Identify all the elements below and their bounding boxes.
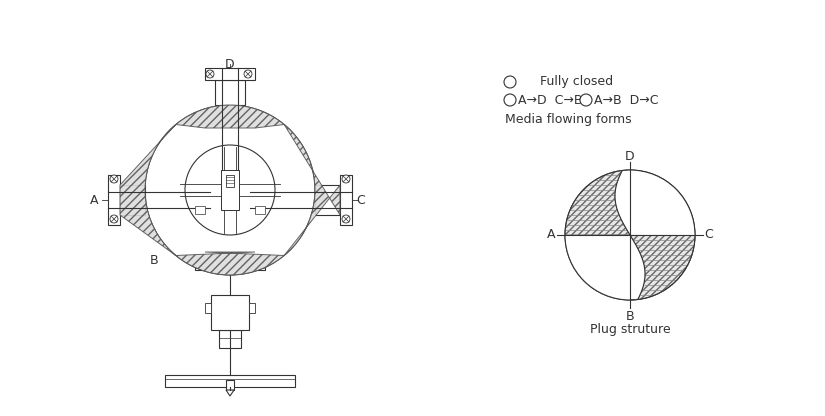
Bar xyxy=(226,380,234,390)
Text: Fully closed: Fully closed xyxy=(540,75,613,89)
Circle shape xyxy=(206,70,214,78)
Bar xyxy=(622,170,638,300)
Polygon shape xyxy=(565,170,630,235)
Bar xyxy=(211,295,249,330)
Text: Media flowing forms: Media flowing forms xyxy=(505,114,632,126)
Text: 3: 3 xyxy=(507,77,513,87)
Text: A: A xyxy=(547,228,555,242)
Circle shape xyxy=(342,175,350,183)
Text: A→D  C→B: A→D C→B xyxy=(518,94,582,106)
Circle shape xyxy=(342,215,350,223)
Polygon shape xyxy=(565,235,645,300)
Circle shape xyxy=(145,105,315,275)
Polygon shape xyxy=(284,124,340,255)
Text: B: B xyxy=(150,253,158,267)
Bar xyxy=(315,185,340,215)
Text: A→B  D→C: A→B D→C xyxy=(594,94,658,106)
Bar xyxy=(215,80,245,105)
Text: A: A xyxy=(89,193,98,206)
Text: D: D xyxy=(225,58,235,71)
Circle shape xyxy=(504,94,516,106)
Circle shape xyxy=(565,170,695,300)
Text: D: D xyxy=(625,149,634,163)
Bar xyxy=(226,175,234,187)
Polygon shape xyxy=(630,235,695,300)
Bar xyxy=(205,303,211,313)
Bar xyxy=(195,206,205,214)
Text: B: B xyxy=(625,310,634,322)
Bar xyxy=(165,375,295,387)
Text: C: C xyxy=(356,193,365,206)
Bar xyxy=(340,175,352,225)
Circle shape xyxy=(580,94,592,106)
Polygon shape xyxy=(176,105,284,128)
Bar xyxy=(108,175,120,225)
Polygon shape xyxy=(176,252,284,275)
Text: C: C xyxy=(705,228,714,242)
Polygon shape xyxy=(226,390,234,396)
Bar xyxy=(195,245,265,270)
Polygon shape xyxy=(120,124,176,255)
Text: 2: 2 xyxy=(583,95,589,105)
Bar xyxy=(219,330,241,348)
Bar xyxy=(120,185,145,215)
Bar xyxy=(255,206,265,214)
Text: 1: 1 xyxy=(507,95,513,105)
Bar xyxy=(205,68,255,80)
Polygon shape xyxy=(565,170,630,300)
Bar xyxy=(249,303,255,313)
Circle shape xyxy=(504,76,516,88)
Circle shape xyxy=(244,70,252,78)
Polygon shape xyxy=(615,170,695,235)
Circle shape xyxy=(110,215,118,223)
Circle shape xyxy=(110,175,118,183)
Bar xyxy=(221,170,239,210)
Text: Plug struture: Plug struture xyxy=(590,324,670,337)
